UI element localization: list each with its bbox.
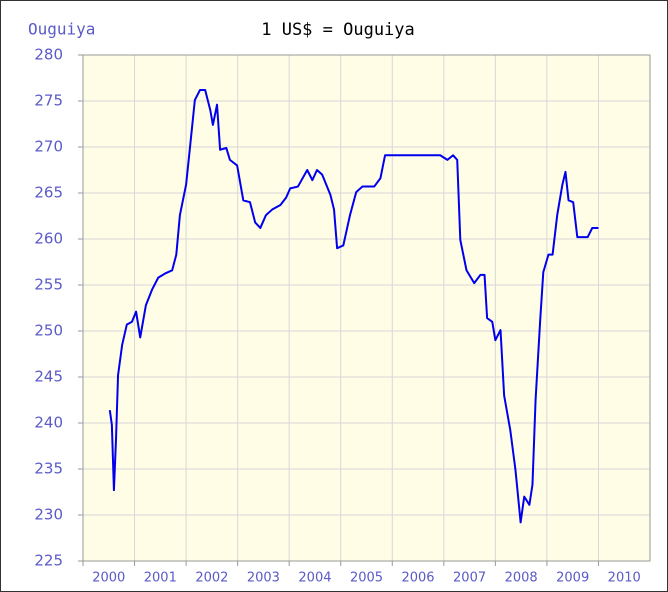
plot-border (82, 54, 651, 562)
x-tick-label: 2004 (298, 571, 331, 586)
y-tick-label: 240 (34, 414, 63, 432)
y-tick-label: 255 (34, 276, 63, 294)
y-tick-label: 265 (34, 184, 63, 202)
x-tick-label: 2006 (401, 571, 434, 586)
x-tick-label: 2003 (247, 571, 280, 586)
plot-area (82, 54, 651, 562)
y-tick-label: 275 (34, 92, 63, 110)
x-tick-label: 2008 (505, 571, 538, 586)
x-tick-label: 2001 (144, 571, 177, 586)
x-tick-label: 2010 (608, 571, 641, 586)
x-tick-label: 2009 (556, 571, 589, 586)
x-tick-label: 2007 (453, 571, 486, 586)
y-tick-label: 250 (34, 322, 63, 340)
y-tick-label: 270 (34, 138, 63, 156)
x-tick-label: 2000 (92, 571, 125, 586)
line (108, 88, 599, 524)
x-tick-label: 2005 (350, 571, 383, 586)
y-tick-label: 225 (34, 552, 63, 570)
y-tick-label: 235 (34, 460, 63, 478)
x-tick-label: 2002 (195, 571, 228, 586)
y-tick-label: 260 (34, 230, 63, 248)
y-tick-label: 280 (34, 46, 63, 64)
y-axis-label: Ouguiya (28, 20, 95, 39)
y-tick-label: 230 (34, 506, 63, 524)
y-tick-label: 245 (34, 368, 63, 386)
chart-title: 1 US$ = Ouguiya (261, 20, 415, 40)
